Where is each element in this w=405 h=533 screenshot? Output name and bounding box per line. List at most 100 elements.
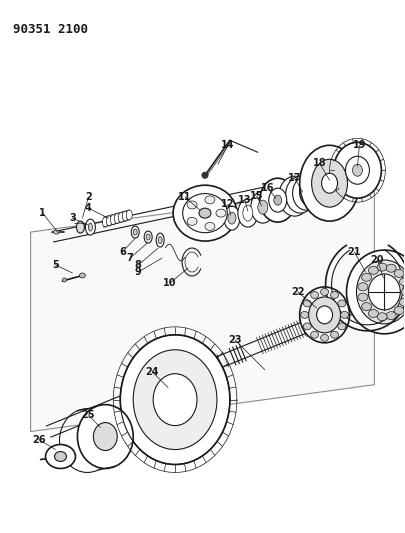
Text: 2: 2 xyxy=(85,192,92,202)
Ellipse shape xyxy=(358,293,368,301)
Text: 20: 20 xyxy=(371,255,384,265)
Ellipse shape xyxy=(122,211,128,221)
Ellipse shape xyxy=(243,205,253,221)
Ellipse shape xyxy=(377,313,387,321)
Text: 12: 12 xyxy=(221,199,234,209)
Ellipse shape xyxy=(311,292,319,298)
Ellipse shape xyxy=(274,195,282,205)
Ellipse shape xyxy=(341,311,348,318)
Ellipse shape xyxy=(258,200,268,214)
Ellipse shape xyxy=(399,298,405,306)
Ellipse shape xyxy=(300,287,350,343)
Ellipse shape xyxy=(362,273,372,281)
Ellipse shape xyxy=(238,199,258,227)
Ellipse shape xyxy=(321,288,328,295)
Ellipse shape xyxy=(317,306,333,324)
Ellipse shape xyxy=(62,278,66,282)
Ellipse shape xyxy=(77,221,84,233)
Ellipse shape xyxy=(394,306,404,314)
Polygon shape xyxy=(31,185,374,432)
Ellipse shape xyxy=(45,445,75,469)
Ellipse shape xyxy=(369,274,400,310)
Ellipse shape xyxy=(311,159,347,207)
Ellipse shape xyxy=(330,331,339,338)
Ellipse shape xyxy=(183,193,227,233)
Ellipse shape xyxy=(158,237,162,244)
Text: 7: 7 xyxy=(127,253,134,263)
Ellipse shape xyxy=(345,156,369,184)
Ellipse shape xyxy=(330,292,339,298)
Ellipse shape xyxy=(251,191,275,223)
Text: 18: 18 xyxy=(313,158,326,168)
Text: 25: 25 xyxy=(82,410,95,419)
Ellipse shape xyxy=(131,226,139,238)
Text: 10: 10 xyxy=(163,278,177,288)
Ellipse shape xyxy=(120,335,230,464)
Text: 23: 23 xyxy=(228,335,242,345)
Text: 16: 16 xyxy=(261,183,275,193)
Ellipse shape xyxy=(144,231,152,243)
Ellipse shape xyxy=(88,223,92,231)
Text: 24: 24 xyxy=(145,367,159,377)
Text: 17: 17 xyxy=(288,173,301,183)
Ellipse shape xyxy=(321,334,328,341)
Ellipse shape xyxy=(85,219,95,235)
Text: 9: 9 xyxy=(135,267,142,277)
Ellipse shape xyxy=(358,283,368,290)
Text: 4: 4 xyxy=(85,203,92,213)
Ellipse shape xyxy=(199,208,211,218)
Text: 19: 19 xyxy=(353,140,366,150)
Text: 11: 11 xyxy=(178,192,192,202)
Text: 26: 26 xyxy=(32,434,45,445)
Ellipse shape xyxy=(224,206,240,230)
Ellipse shape xyxy=(153,374,197,425)
Ellipse shape xyxy=(202,172,208,178)
Text: 1: 1 xyxy=(39,208,46,218)
Ellipse shape xyxy=(146,234,150,240)
Text: 3: 3 xyxy=(69,213,76,223)
Ellipse shape xyxy=(300,176,324,207)
Ellipse shape xyxy=(126,210,132,220)
Text: 13: 13 xyxy=(238,195,252,205)
Ellipse shape xyxy=(347,250,405,334)
Ellipse shape xyxy=(114,214,120,223)
Ellipse shape xyxy=(399,278,405,286)
Ellipse shape xyxy=(369,310,378,318)
Ellipse shape xyxy=(300,146,360,221)
Ellipse shape xyxy=(356,260,405,324)
Ellipse shape xyxy=(286,176,315,213)
Ellipse shape xyxy=(386,312,396,320)
Ellipse shape xyxy=(133,350,217,449)
Ellipse shape xyxy=(133,229,137,235)
Ellipse shape xyxy=(269,188,287,212)
Ellipse shape xyxy=(394,269,404,277)
Ellipse shape xyxy=(187,201,197,209)
Ellipse shape xyxy=(401,288,405,296)
Ellipse shape xyxy=(386,264,396,272)
Ellipse shape xyxy=(118,212,124,222)
Text: 15: 15 xyxy=(250,191,264,201)
Text: 8: 8 xyxy=(135,260,142,270)
Ellipse shape xyxy=(369,266,378,274)
Ellipse shape xyxy=(352,164,362,176)
Ellipse shape xyxy=(156,233,164,247)
Ellipse shape xyxy=(77,405,133,469)
Ellipse shape xyxy=(94,423,117,450)
Ellipse shape xyxy=(216,209,226,217)
Ellipse shape xyxy=(53,230,60,234)
Ellipse shape xyxy=(110,215,116,225)
Ellipse shape xyxy=(309,297,341,333)
Text: 90351 2100: 90351 2100 xyxy=(13,22,87,36)
Ellipse shape xyxy=(173,185,237,241)
Ellipse shape xyxy=(303,300,311,307)
Ellipse shape xyxy=(205,196,215,204)
Text: 14: 14 xyxy=(221,140,234,150)
Text: 22: 22 xyxy=(291,287,305,297)
Ellipse shape xyxy=(322,173,337,193)
Ellipse shape xyxy=(205,222,215,230)
Ellipse shape xyxy=(55,451,66,462)
Ellipse shape xyxy=(338,300,346,307)
Ellipse shape xyxy=(307,176,329,204)
Text: 5: 5 xyxy=(52,260,59,270)
Ellipse shape xyxy=(311,331,319,338)
